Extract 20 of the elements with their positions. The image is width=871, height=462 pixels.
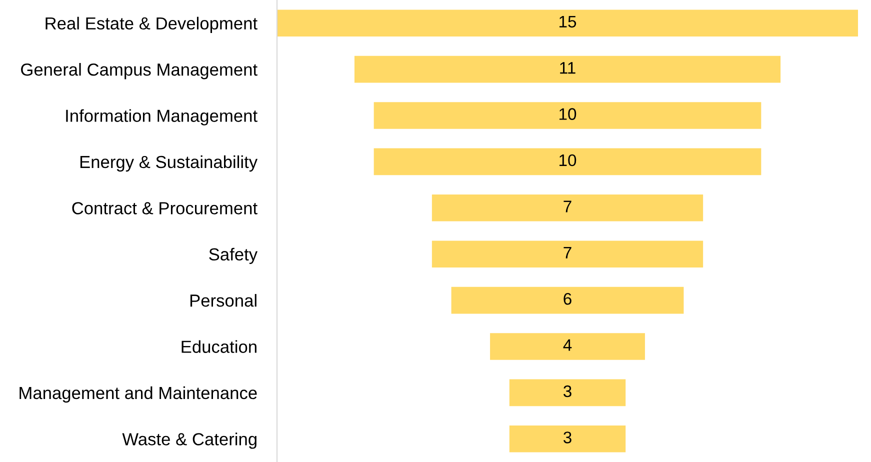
- category-label: General Campus Management: [21, 63, 258, 80]
- data-label: 7: [564, 246, 572, 258]
- category-label: Waste & Catering: [122, 432, 256, 449]
- category-label: Personal: [190, 294, 256, 307]
- data-label: 3: [564, 385, 572, 398]
- data-label: 3: [564, 432, 572, 444]
- data-label: 7: [564, 200, 572, 212]
- data-label: 4: [563, 339, 572, 351]
- category-label: Management and Maintenance: [20, 386, 257, 403]
- category-label: Contract & Procurement: [72, 202, 258, 214]
- data-label: 11: [560, 62, 576, 74]
- data-label: 10: [560, 108, 576, 120]
- category-label: Information Management: [66, 109, 258, 126]
- category-label: Real Estate & Development: [46, 16, 258, 33]
- data-label: 15: [560, 16, 576, 28]
- category-label: Safety: [209, 248, 258, 264]
- category-label: Energy & Sustainability: [80, 155, 258, 172]
- data-label: 10: [560, 154, 576, 166]
- data-label: 6: [564, 292, 572, 305]
- category-label: Education: [182, 340, 256, 353]
